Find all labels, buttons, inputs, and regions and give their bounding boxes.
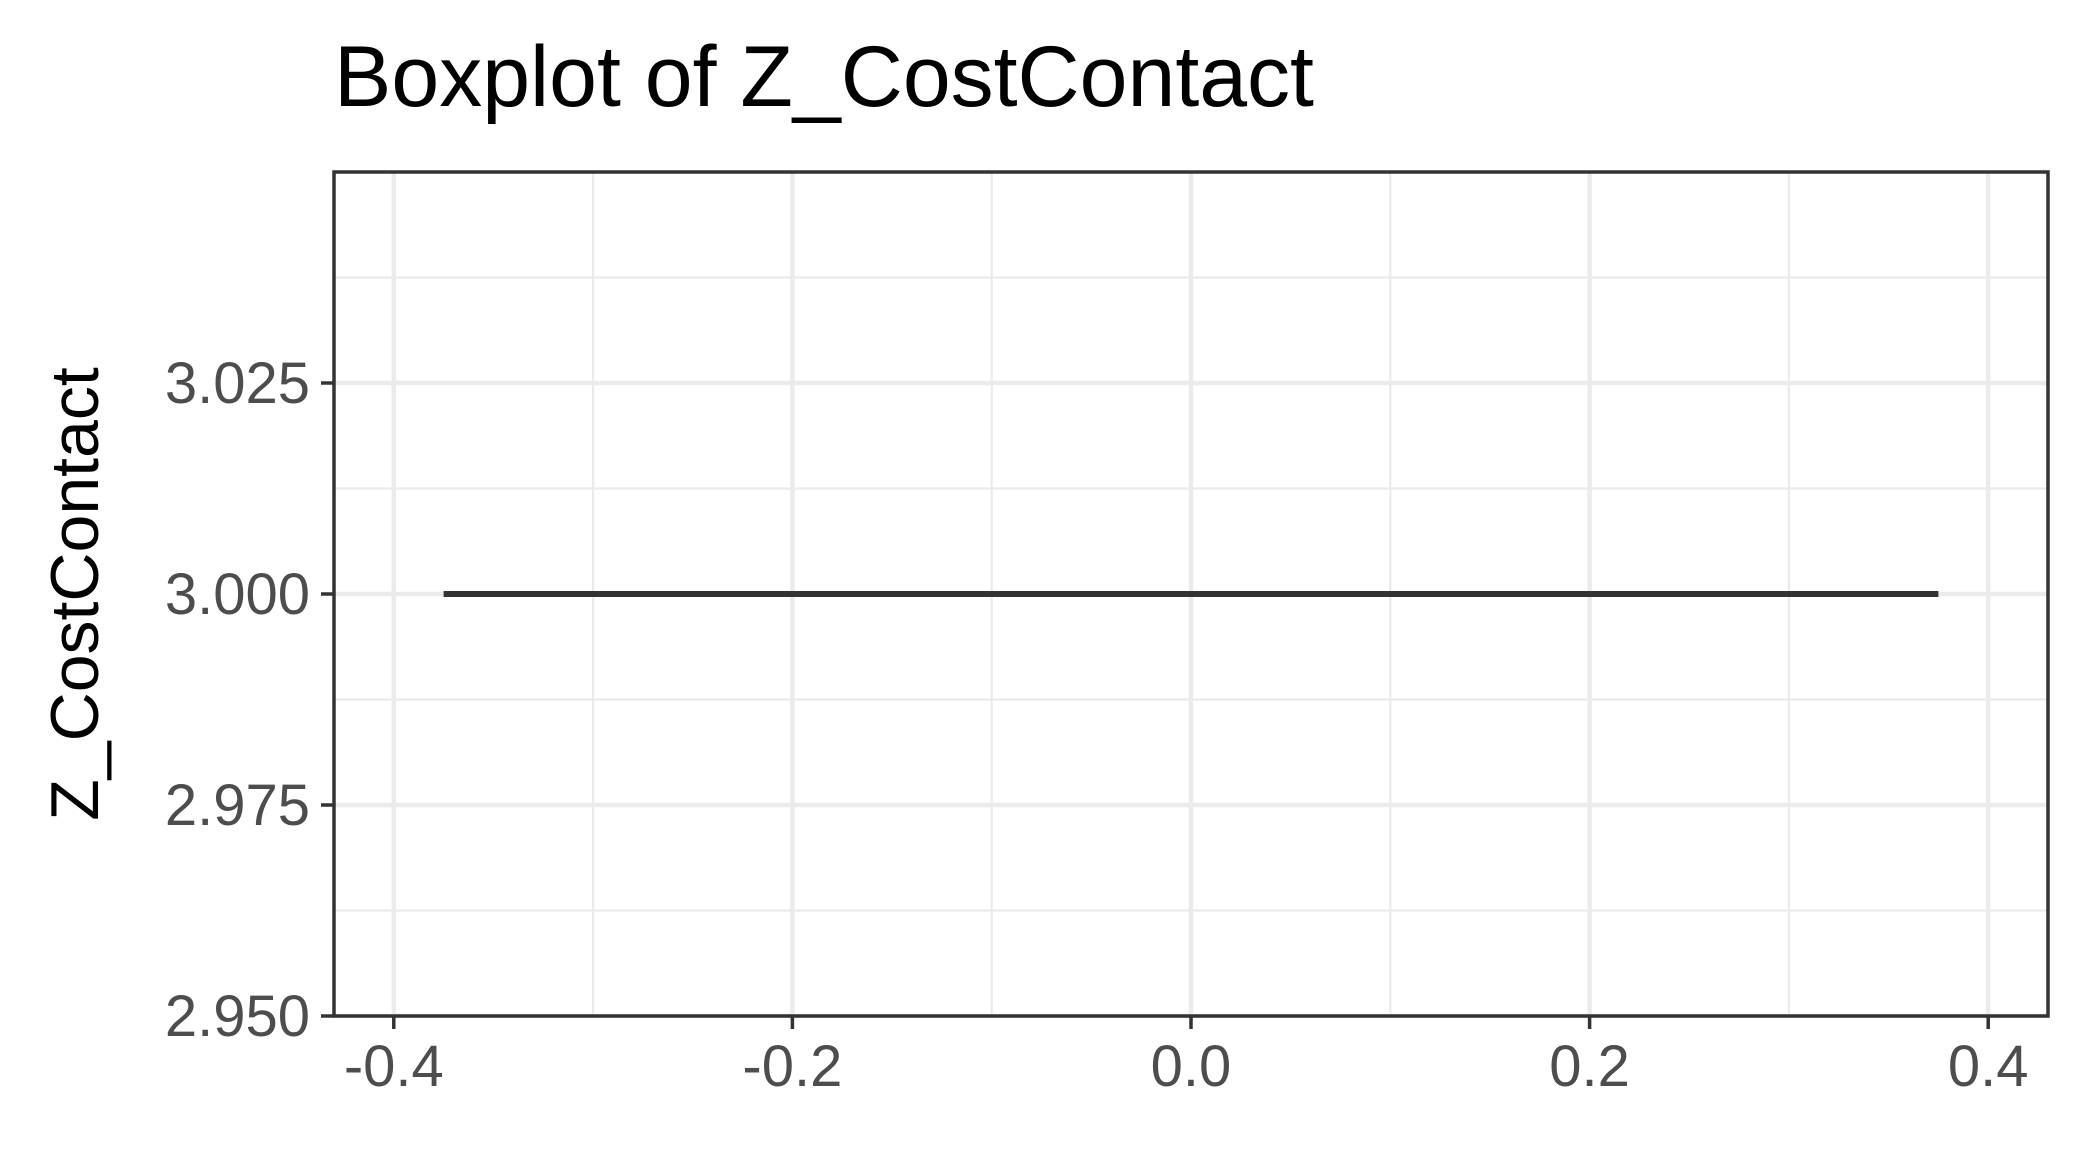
y-axis-ticks: 2.950 2.975 3.000 3.025: [165, 351, 334, 1049]
chart-title: Boxplot of Z_CostContact: [334, 29, 1314, 125]
y-axis-title: Z_CostContact: [37, 367, 113, 821]
x-tick-label: -0.4: [344, 1034, 444, 1099]
x-tick-label: 0.2: [1549, 1034, 1630, 1099]
y-tick-label: 2.975: [165, 773, 310, 838]
y-tick-label: 3.000: [165, 562, 310, 627]
x-tick-label: 0.4: [1948, 1034, 2029, 1099]
x-axis-ticks: -0.4 -0.2 0.0 0.2 0.4: [344, 1016, 2029, 1099]
y-tick-label: 3.025: [165, 351, 310, 416]
y-tick-label: 2.950: [165, 984, 310, 1049]
x-tick-label: 0.0: [1151, 1034, 1232, 1099]
x-tick-label: -0.2: [742, 1034, 842, 1099]
